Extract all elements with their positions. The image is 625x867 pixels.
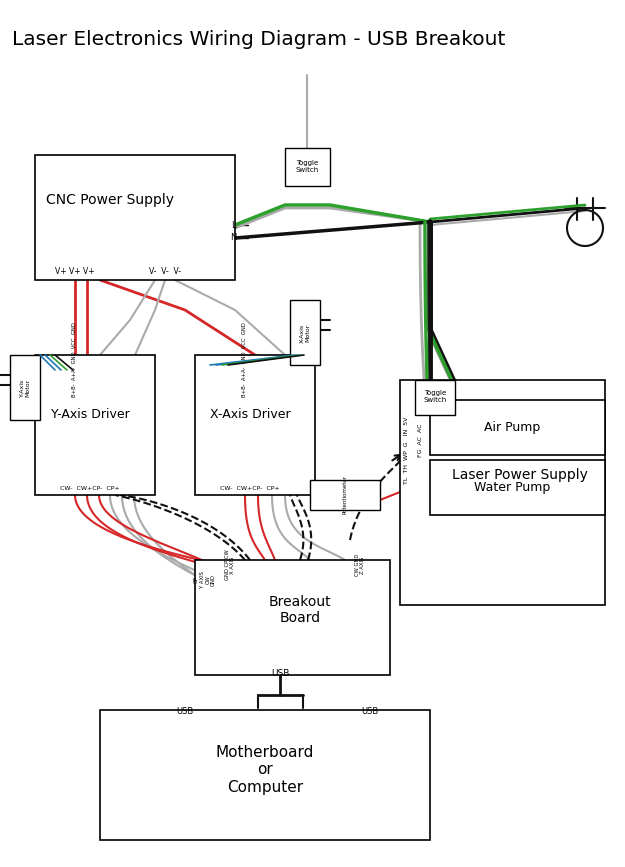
Text: FG  AC  AC: FG AC AC	[418, 423, 422, 457]
Text: USB: USB	[176, 707, 194, 716]
Bar	[290, 300, 320, 365]
Text: USB: USB	[271, 669, 289, 679]
Text: L: L	[231, 220, 235, 230]
Bar	[195, 560, 390, 675]
Text: X-Axis Driver: X-Axis Driver	[210, 408, 290, 421]
Text: B+B-  A+A-  GND  VCC  GND: B+B- A+A- GND VCC GND	[242, 323, 248, 397]
Text: CP
Y AXIS
CW
GND: CP Y AXIS CW GND	[194, 571, 216, 589]
Text: TL  TH  WP  G   IN  5V: TL TH WP G IN 5V	[404, 416, 409, 484]
Text: CW-  CW+CP-  CP+: CW- CW+CP- CP+	[220, 486, 280, 491]
Text: GND CP CW
X AXIS: GND CP CW X AXIS	[224, 550, 236, 580]
Text: Water Pump: Water Pump	[474, 481, 550, 494]
Bar	[310, 480, 380, 510]
Bar	[430, 400, 605, 455]
Text: Breakout
Board: Breakout Board	[269, 595, 331, 625]
Bar	[285, 148, 330, 186]
Bar	[35, 155, 235, 280]
Bar	[400, 380, 605, 605]
Bar	[100, 710, 430, 840]
Text: X-Axis
Motor: X-Axis Motor	[299, 323, 311, 342]
Text: Toggle
Switch: Toggle Switch	[423, 390, 447, 403]
Text: V-  V-  V-: V- V- V-	[149, 268, 181, 277]
Text: CW GND
Z AXIS: CW GND Z AXIS	[354, 554, 366, 577]
Bar	[430, 460, 605, 515]
Bar	[10, 355, 40, 420]
Text: V+ V+ V+: V+ V+ V+	[55, 268, 95, 277]
Text: Potentiometer: Potentiometer	[342, 475, 348, 514]
Text: B+B-  A+A-  GND  VCC  GND: B+B- A+A- GND VCC GND	[72, 323, 78, 397]
Bar	[35, 355, 155, 495]
Text: CW-  CW+CP-  CP+: CW- CW+CP- CP+	[60, 486, 120, 491]
Bar	[415, 380, 455, 415]
Text: Y-Axis
Motor: Y-Axis Motor	[19, 379, 31, 397]
Text: Air Pump: Air Pump	[484, 421, 540, 434]
Text: CNC Power Supply: CNC Power Supply	[46, 193, 174, 207]
Text: Laser Electronics Wiring Diagram - USB Breakout: Laser Electronics Wiring Diagram - USB B…	[12, 30, 506, 49]
Bar	[195, 355, 315, 495]
Text: Motherboard
or
Computer: Motherboard or Computer	[216, 745, 314, 795]
Text: Y-Axis Driver: Y-Axis Driver	[51, 408, 129, 421]
Text: USB: USB	[361, 707, 379, 716]
Text: Laser Power Supply: Laser Power Supply	[452, 468, 588, 482]
Text: Toggle
Switch: Toggle Switch	[296, 160, 319, 173]
Text: N: N	[230, 233, 236, 243]
